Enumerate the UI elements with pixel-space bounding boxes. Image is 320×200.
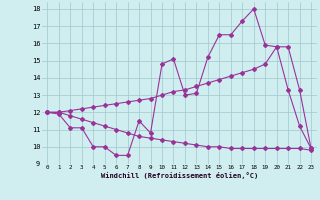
X-axis label: Windchill (Refroidissement éolien,°C): Windchill (Refroidissement éolien,°C) bbox=[100, 172, 258, 179]
